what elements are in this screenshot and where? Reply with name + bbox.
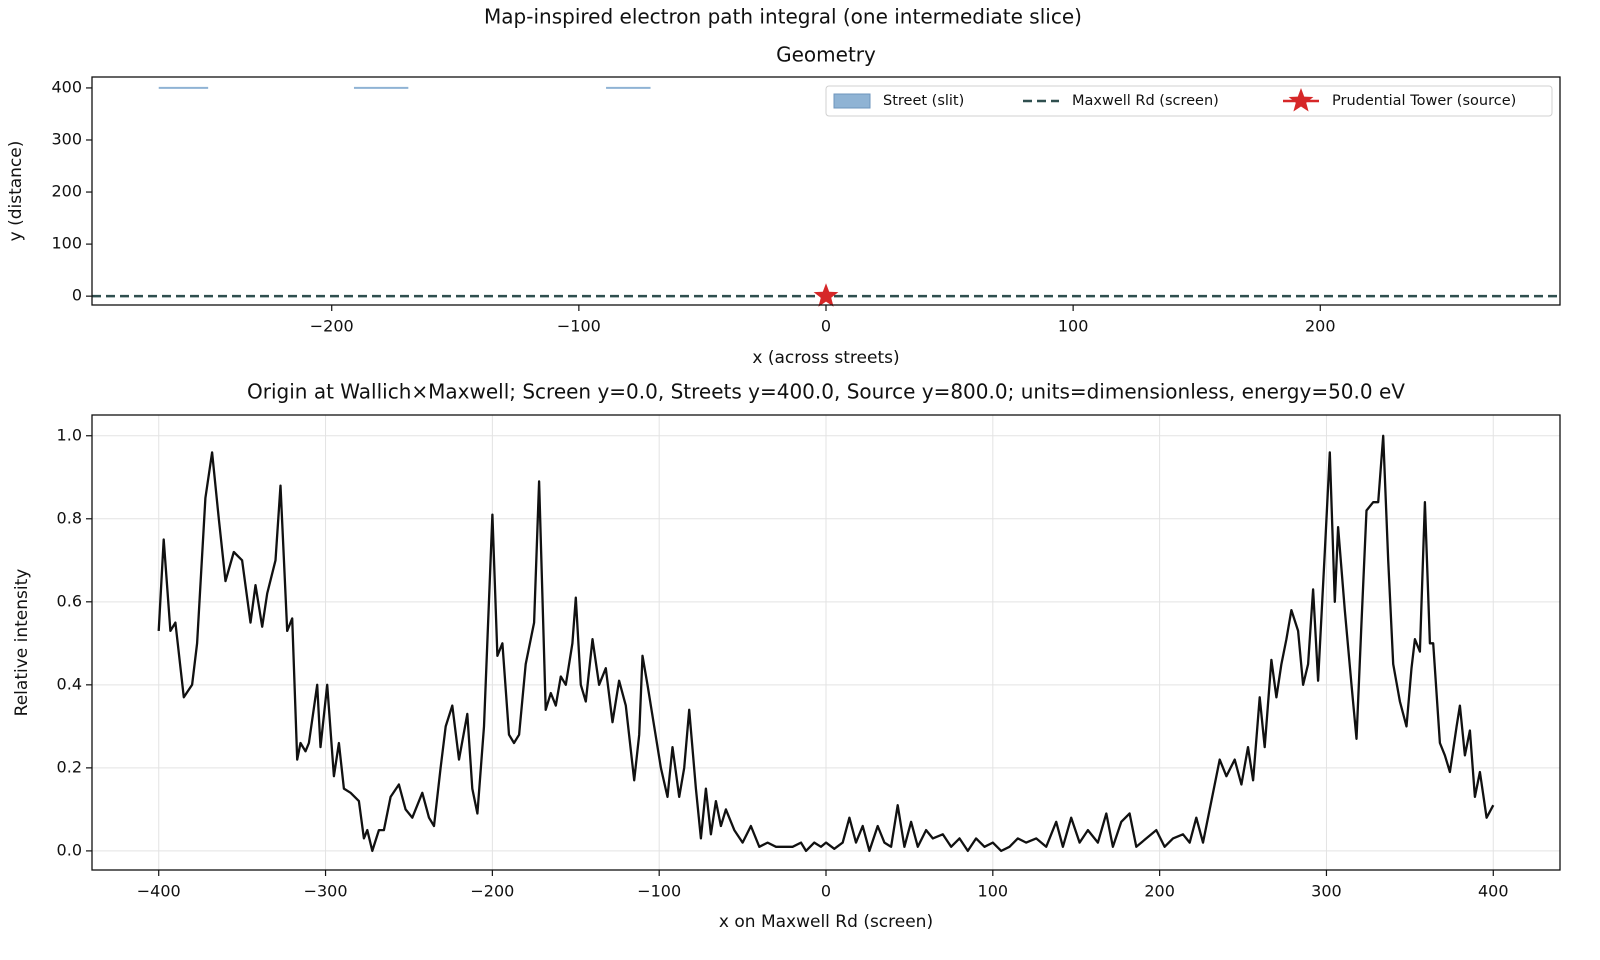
legend-label: Prudential Tower (source) (1332, 93, 1516, 109)
y-tick-label: 0 (72, 286, 82, 305)
chart-title: Origin at Wallich×Maxwell; Screen y=0.0,… (247, 380, 1405, 404)
y-tick-label: 1.0 (57, 425, 82, 444)
y-axis-label: Relative intensity (12, 569, 32, 717)
x-tick-label: −100 (637, 882, 681, 901)
x-tick-label: 100 (1058, 317, 1089, 336)
axes-frame (91, 414, 1561, 871)
legend-label: Maxwell Rd (screen) (1072, 93, 1219, 109)
y-tick-label: 300 (51, 129, 82, 148)
x-tick-label: 300 (1311, 882, 1342, 901)
y-axis-label: y (distance) (6, 141, 26, 242)
chart-title: Geometry (776, 43, 876, 67)
source-star (813, 283, 839, 307)
x-tick-label: 200 (1305, 317, 1336, 336)
x-axis-label: x on Maxwell Rd (screen) (719, 912, 933, 932)
x-tick-label: 200 (1144, 882, 1175, 901)
y-tick-label: 0.6 (57, 591, 82, 610)
x-tick-label: 0 (821, 317, 831, 336)
legend-swatch (833, 93, 871, 109)
y-tick-label: 400 (51, 77, 82, 96)
x-tick-label: −400 (137, 882, 181, 901)
x-tick-label: 100 (978, 882, 1009, 901)
y-tick-label: 100 (51, 234, 82, 253)
legend-swatch (1288, 88, 1314, 112)
x-axis-label: x (across streets) (752, 348, 899, 368)
legend-box (825, 85, 1553, 117)
y-tick-label: 200 (51, 182, 82, 201)
intensity-line (157, 434, 1495, 853)
x-tick-label: −100 (557, 317, 601, 336)
y-tick-label: 0.4 (57, 674, 82, 693)
y-tick-label: 0.2 (57, 757, 82, 776)
legend: Street (slit) Maxwell Rd (screen) Prudenti… (825, 85, 1553, 117)
axes-frame (91, 76, 1561, 306)
x-tick-label: 400 (1478, 882, 1509, 901)
legend-label: Street (slit) (883, 93, 964, 109)
x-tick-label: −300 (304, 882, 348, 901)
y-tick-label: 0.0 (57, 840, 82, 859)
y-tick-label: 0.8 (57, 508, 82, 527)
figure-title: Map-inspired electron path integral (one… (484, 5, 1082, 29)
x-tick-label: −200 (470, 882, 514, 901)
x-tick-label: −200 (310, 317, 354, 336)
x-tick-label: 0 (821, 882, 831, 901)
